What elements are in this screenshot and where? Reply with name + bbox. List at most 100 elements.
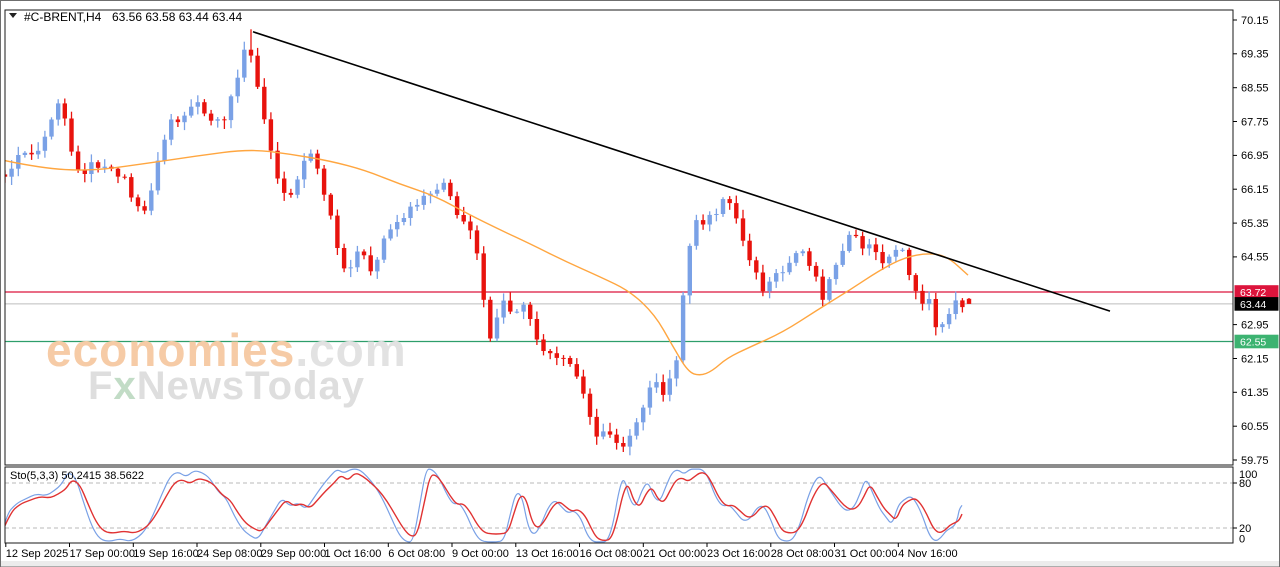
candle-body bbox=[860, 236, 865, 249]
candle-body bbox=[634, 422, 639, 436]
price-axis-label: 62.15 bbox=[1241, 353, 1269, 365]
candle-body bbox=[774, 273, 779, 282]
time-axis-label: 19 Sep 16:00 bbox=[133, 548, 198, 560]
candle-body bbox=[421, 195, 426, 205]
candle-body bbox=[920, 290, 925, 304]
moving-average-line bbox=[5, 149, 969, 376]
candle-body bbox=[255, 55, 260, 87]
candle-body bbox=[368, 255, 373, 272]
candle-body bbox=[208, 113, 214, 121]
candle-body bbox=[408, 206, 413, 218]
candle-body bbox=[694, 220, 699, 246]
watermark-logo: economies.com bbox=[46, 324, 407, 376]
candle-body bbox=[574, 364, 579, 377]
price-axis-label: 67.75 bbox=[1241, 116, 1269, 128]
price-axis-label: 66.95 bbox=[1241, 150, 1269, 162]
price-axis-label: 66.15 bbox=[1241, 184, 1269, 196]
horizontal-levels-layer bbox=[5, 291, 1233, 343]
symbol-dropdown-icon[interactable] bbox=[9, 13, 17, 18]
candle-body bbox=[62, 103, 67, 119]
price-axis-label: 61.35 bbox=[1241, 387, 1269, 399]
candle-body bbox=[807, 251, 812, 266]
candle-body bbox=[833, 264, 839, 280]
stochastic-layer[interactable] bbox=[0, 468, 1233, 543]
resistance-price-badge-label: 63.72 bbox=[1240, 287, 1266, 299]
candle-body bbox=[355, 251, 360, 268]
time-axis-label: 4 Nov 16:00 bbox=[898, 548, 957, 560]
candle-body bbox=[907, 249, 912, 275]
support-price-badge-label: 62.55 bbox=[1240, 337, 1266, 349]
candle-body bbox=[169, 119, 174, 140]
time-axis-label: 29 Sep 00:00 bbox=[261, 548, 326, 560]
watermark-brand: economies bbox=[46, 324, 295, 376]
chart-frame-layer: 70.15 69.35 68.55 67.75 66.95 66.15 65.35 64.55… bbox=[4, 9, 1279, 467]
candle-body bbox=[867, 244, 872, 249]
candle-body bbox=[275, 150, 280, 179]
candle-body bbox=[853, 234, 859, 237]
ohlc-quote-label: 63.56 63.58 63.44 63.44 bbox=[112, 10, 242, 24]
candle-body bbox=[248, 49, 254, 56]
resistance-price-badge bbox=[1234, 285, 1279, 299]
candle-body bbox=[760, 272, 766, 292]
candle-body bbox=[847, 234, 852, 251]
candle-body bbox=[401, 218, 407, 222]
stochastic-settings-label: Sto(5,3,3) 50.2415 38.5622 bbox=[10, 470, 144, 482]
candle-body bbox=[607, 431, 613, 435]
time-axis-label: 9 Oct 00:00 bbox=[452, 548, 509, 560]
candle-body bbox=[840, 250, 845, 265]
candle-body bbox=[561, 357, 566, 359]
candle-body bbox=[9, 168, 14, 177]
candle-body bbox=[960, 300, 965, 308]
candle-body bbox=[182, 115, 187, 123]
candle-body bbox=[754, 260, 759, 273]
chart-legend: #C-BRENT,H4 63.56 63.58 63.44 63.44 bbox=[9, 10, 242, 24]
candle-body bbox=[501, 300, 506, 318]
candle-body bbox=[720, 199, 726, 214]
candle-body bbox=[813, 265, 819, 277]
candle-body bbox=[335, 215, 340, 248]
candle-body bbox=[388, 229, 393, 239]
candle-body bbox=[448, 182, 453, 197]
candle-body bbox=[780, 272, 785, 274]
candle-body bbox=[29, 152, 34, 155]
candle-body bbox=[641, 407, 646, 423]
stochastic-axis-label: 100 bbox=[1239, 469, 1257, 481]
time-axis-label: 1 Oct 16:00 bbox=[325, 548, 382, 560]
watermark: economies.com FxNewsToday bbox=[46, 324, 407, 408]
window-bottom-strip bbox=[1, 561, 1279, 567]
candle-body bbox=[16, 155, 21, 169]
candle-body bbox=[235, 77, 240, 97]
candle-body bbox=[415, 204, 420, 207]
bid-price-badge-label: 63.44 bbox=[1240, 299, 1266, 311]
price-axis-label: 68.55 bbox=[1241, 83, 1269, 95]
candle-body bbox=[661, 382, 666, 395]
candlestick-series-layer[interactable] bbox=[2, 29, 1111, 456]
candle-body bbox=[481, 253, 486, 300]
candle-body bbox=[36, 150, 41, 155]
candle-body bbox=[528, 304, 533, 319]
candle-body bbox=[315, 153, 320, 169]
time-axis-label: 16 Oct 08:00 bbox=[580, 548, 643, 560]
candle-body bbox=[554, 353, 559, 358]
watermark-tagline: FxNewsToday bbox=[88, 364, 365, 408]
candle-body bbox=[454, 196, 460, 215]
price-axis-label: 59.75 bbox=[1241, 455, 1269, 467]
stochastic-axis-label: 20 bbox=[1239, 523, 1251, 535]
candle-body bbox=[95, 162, 101, 168]
candle-body bbox=[262, 86, 267, 120]
time-axis-label: 12 Sep 2025 bbox=[6, 548, 68, 560]
candle-body bbox=[468, 221, 473, 231]
candle-body bbox=[873, 244, 879, 253]
candle-body bbox=[893, 249, 899, 257]
candle-body bbox=[215, 119, 220, 121]
candle-body bbox=[142, 206, 147, 211]
candle-body bbox=[149, 190, 154, 211]
support-price-badge bbox=[1234, 334, 1279, 349]
time-axis-label: 23 Oct 16:00 bbox=[707, 548, 770, 560]
candle-body bbox=[654, 382, 659, 388]
candle-body bbox=[940, 324, 945, 328]
